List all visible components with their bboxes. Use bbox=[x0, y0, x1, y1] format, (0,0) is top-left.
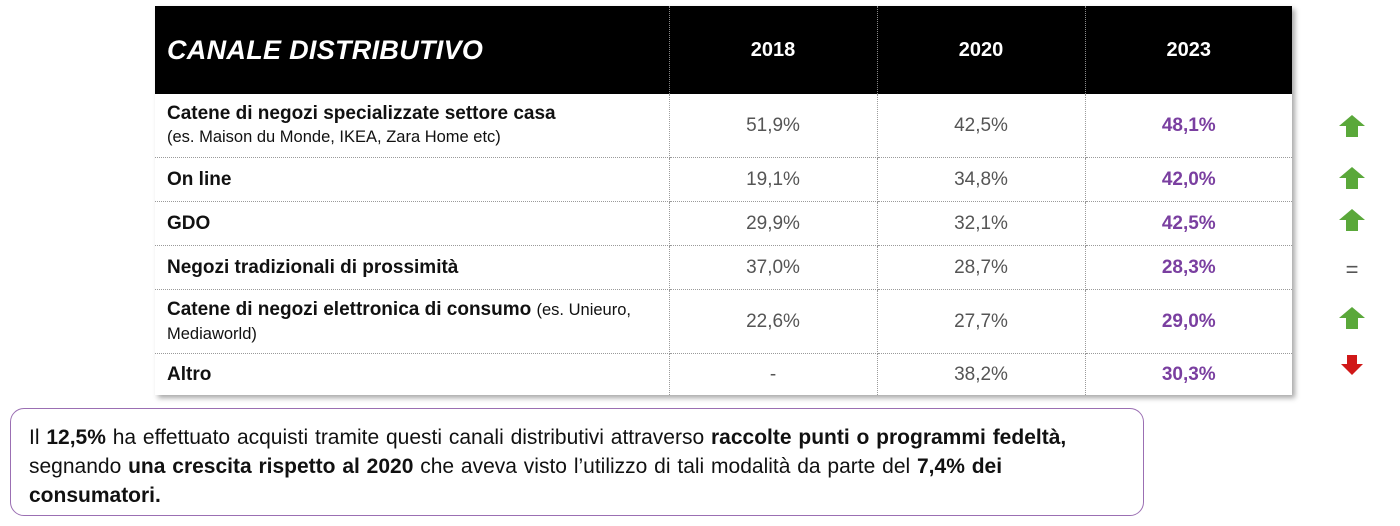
trend-indicators: = bbox=[1322, 0, 1382, 400]
table-row: GDO 29,9% 32,1% 42,5% bbox=[155, 201, 1292, 246]
cell-2018: 51,9% bbox=[669, 94, 878, 158]
cell-2018: 22,6% bbox=[669, 289, 878, 354]
year-header-2020: 2020 bbox=[877, 6, 1086, 94]
row-label: GDO bbox=[155, 201, 670, 246]
cell-2020: 32,1% bbox=[877, 201, 1086, 246]
cell-2023: 28,3% bbox=[1085, 245, 1292, 290]
cell-2020: 38,2% bbox=[877, 353, 1086, 395]
up-arrow-icon bbox=[1322, 306, 1382, 330]
cell-2023: 29,0% bbox=[1085, 289, 1292, 354]
table-row: On line 19,1% 34,8% 42,0% bbox=[155, 157, 1292, 202]
row-detail: (es. Maison du Monde, IKEA, Zara Home et… bbox=[167, 128, 501, 146]
up-arrow-icon bbox=[1322, 208, 1382, 232]
cell-2023: 42,0% bbox=[1085, 157, 1292, 202]
cell-2020: 42,5% bbox=[877, 94, 1086, 158]
distribution-channel-table: CANALE DISTRIBUTIVO 2018 2020 2023 Caten… bbox=[155, 6, 1292, 395]
up-arrow-icon bbox=[1322, 114, 1382, 138]
table-row: Negozi tradizionali di prossimità 37,0% … bbox=[155, 245, 1292, 290]
cell-2023: 48,1% bbox=[1085, 94, 1292, 158]
table-row: Catene di negozi specializzate settore c… bbox=[155, 94, 1292, 158]
cell-2023: 42,5% bbox=[1085, 201, 1292, 246]
table-header-row: CANALE DISTRIBUTIVO 2018 2020 2023 bbox=[155, 6, 1292, 94]
table-title: CANALE DISTRIBUTIVO bbox=[155, 6, 670, 94]
cell-2023: 30,3% bbox=[1161, 363, 1216, 385]
down-arrow-icon bbox=[1322, 354, 1382, 376]
row-label: Negozi tradizionali di prossimità bbox=[155, 245, 670, 290]
cell-2020: 28,7% bbox=[877, 245, 1086, 290]
table-row: Catene di negozi elettronica di consumo … bbox=[155, 289, 1292, 354]
year-header-2018: 2018 bbox=[669, 6, 878, 94]
row-label: On line bbox=[155, 157, 670, 202]
year-header-2023: 2023 bbox=[1085, 6, 1292, 94]
cell-2018: 29,9% bbox=[669, 201, 878, 246]
row-label: Catene di negozi elettronica di consumo … bbox=[155, 289, 670, 354]
cell-2020: 34,8% bbox=[877, 157, 1086, 202]
row-label: Altro bbox=[155, 353, 670, 395]
cell-2018: - bbox=[669, 353, 878, 395]
summary-note: Il 12,5% ha effettuato acquisti tramite … bbox=[10, 408, 1144, 516]
cell-2018: 19,1% bbox=[669, 157, 878, 202]
table-row: Altro - 38,2% 30,3% bbox=[155, 353, 1292, 395]
row-detail: (es. Unieuro, Mediaworld) bbox=[167, 300, 631, 343]
cell-2018: 37,0% bbox=[669, 245, 878, 290]
cell-2020: 27,7% bbox=[877, 289, 1086, 354]
row-label: Catene di negozi specializzate settore c… bbox=[155, 94, 670, 158]
equal-indicator: = bbox=[1345, 257, 1359, 282]
up-arrow-icon bbox=[1322, 166, 1382, 190]
